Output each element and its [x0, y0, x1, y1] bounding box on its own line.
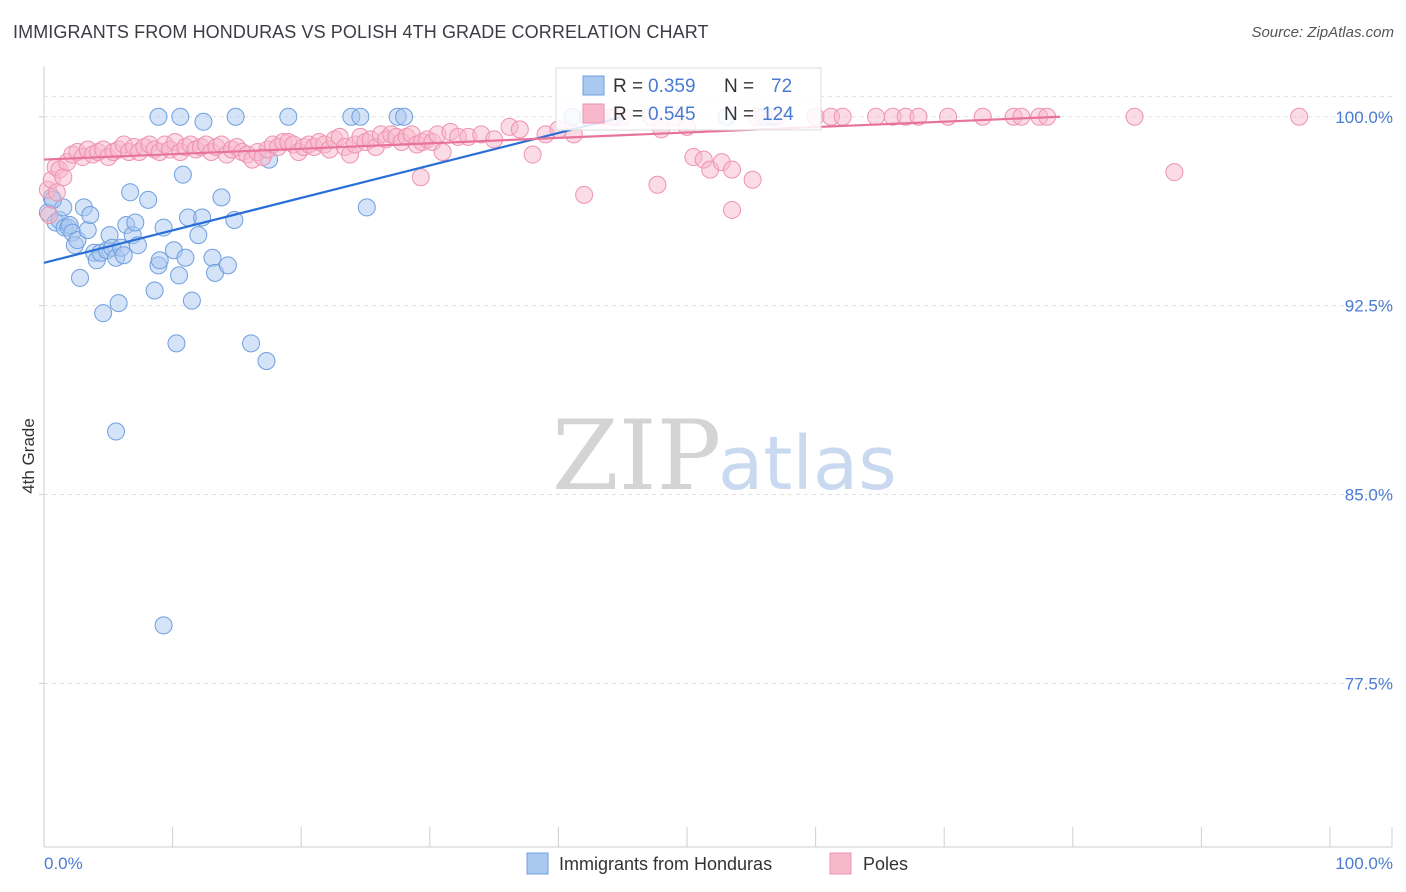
scatter-point-blue — [189, 226, 208, 245]
scatter-point-pink — [40, 205, 59, 224]
watermark-atlas: atlas — [718, 421, 897, 507]
y-tick-label: 100.0% — [1335, 108, 1393, 127]
y-axis-label: 4th Grade — [19, 418, 38, 494]
scatter-point-pink — [867, 107, 886, 126]
points-layer — [38, 107, 1309, 635]
legend: Immigrants from Honduras Poles — [526, 852, 908, 875]
scatter-point-blue — [78, 221, 97, 240]
scatter-point-blue — [167, 334, 186, 353]
trend-line-blue — [43, 115, 623, 264]
scatter-point-blue — [395, 107, 414, 126]
y-tick-label: 85.0% — [1345, 485, 1393, 504]
stats-r-value-blue: 0.359 — [648, 76, 696, 97]
scatter-point-pink — [1290, 107, 1309, 126]
scatter-point-pink — [743, 170, 762, 189]
x-tick-label-min: 0.0% — [44, 854, 83, 873]
legend-label-honduras[interactable]: Immigrants from Honduras — [559, 854, 772, 874]
scatter-point-pink — [1125, 107, 1144, 126]
legend-swatch-poles[interactable] — [829, 852, 852, 875]
scatter-point-blue — [170, 266, 189, 285]
scatter-point-blue — [242, 334, 261, 353]
scatter-point-blue — [176, 248, 195, 267]
scatter-point-blue — [173, 165, 192, 184]
scatter-point-blue — [182, 291, 201, 310]
scatter-point-blue — [203, 248, 222, 267]
stats-r-label-blue: R = — [613, 76, 643, 97]
scatter-point-pink — [723, 200, 742, 219]
legend-label-poles[interactable]: Poles — [863, 854, 908, 874]
scatter-point-blue — [71, 268, 90, 287]
scatter-point-blue — [94, 304, 113, 323]
scatter-point-blue — [357, 198, 376, 217]
scatter-point-blue — [114, 246, 133, 265]
scatter-point-blue — [109, 294, 128, 313]
scatter-point-pink — [433, 143, 452, 162]
stats-swatch-pink — [582, 103, 605, 124]
scatter-point-blue — [126, 213, 145, 232]
stats-n-value-pink: 124 — [762, 104, 794, 125]
scatter-point-blue — [145, 281, 164, 300]
scatter-point-pink — [575, 185, 594, 204]
y-tick-labels: 100.0% 92.5% 85.0% 77.5% — [1335, 108, 1393, 694]
trend-line-pink — [43, 115, 1060, 161]
scatter-point-blue — [257, 352, 276, 371]
stats-r-value-pink: 0.545 — [648, 104, 696, 125]
x-tick-label-max: 100.0% — [1335, 854, 1393, 873]
scatter-point-pink — [1165, 163, 1184, 182]
scatter-point-blue — [279, 107, 298, 126]
scatter-point-blue — [218, 256, 237, 275]
scatter-point-pink — [833, 107, 852, 126]
scatter-point-blue — [171, 107, 190, 126]
scatter-point-blue — [107, 422, 126, 441]
scatter-point-blue — [226, 107, 245, 126]
scatter-point-pink — [973, 107, 992, 126]
scatter-point-blue — [212, 188, 231, 207]
stats-n-label-blue: N = — [724, 76, 754, 97]
stats-n-value-blue: 72 — [771, 76, 792, 97]
stats-box: R = 0.359 N = 72 R = 0.545 N = 124 — [555, 67, 822, 131]
scatter-point-pink — [411, 168, 430, 187]
scatter-point-blue — [121, 183, 140, 202]
scatter-point-pink — [723, 160, 742, 179]
watermark-zip: ZIP — [552, 400, 721, 512]
scatter-point-pink — [523, 145, 542, 164]
stats-swatch-blue — [582, 75, 605, 96]
scatter-point-pink — [47, 183, 66, 202]
scatter-point-pink — [1012, 107, 1031, 126]
scatter-point-pink — [648, 175, 667, 194]
y-tick-label: 77.5% — [1345, 674, 1393, 693]
scatter-point-blue — [351, 107, 370, 126]
scatter-point-blue — [139, 190, 158, 209]
stats-r-label-pink: R = — [613, 104, 643, 125]
trend-layer — [43, 115, 1060, 264]
stats-n-label-pink: N = — [724, 104, 754, 125]
scatter-point-blue — [194, 112, 213, 131]
scatter-point-pink — [510, 120, 529, 139]
scatter-point-blue — [150, 251, 169, 270]
scatter-point-pink — [909, 107, 928, 126]
scatter-point-pink — [54, 168, 73, 187]
scatter-point-blue — [154, 616, 173, 635]
source-label: Source: ZipAtlas.com — [1251, 24, 1394, 41]
watermark: ZIP atlas — [552, 400, 897, 512]
scatter-point-blue — [149, 107, 168, 126]
y-tick-label: 92.5% — [1345, 297, 1393, 316]
legend-swatch-honduras[interactable] — [526, 852, 549, 875]
chart-title: IMMIGRANTS FROM HONDURAS VS POLISH 4TH G… — [13, 22, 709, 42]
scatter-point-blue — [81, 205, 100, 224]
